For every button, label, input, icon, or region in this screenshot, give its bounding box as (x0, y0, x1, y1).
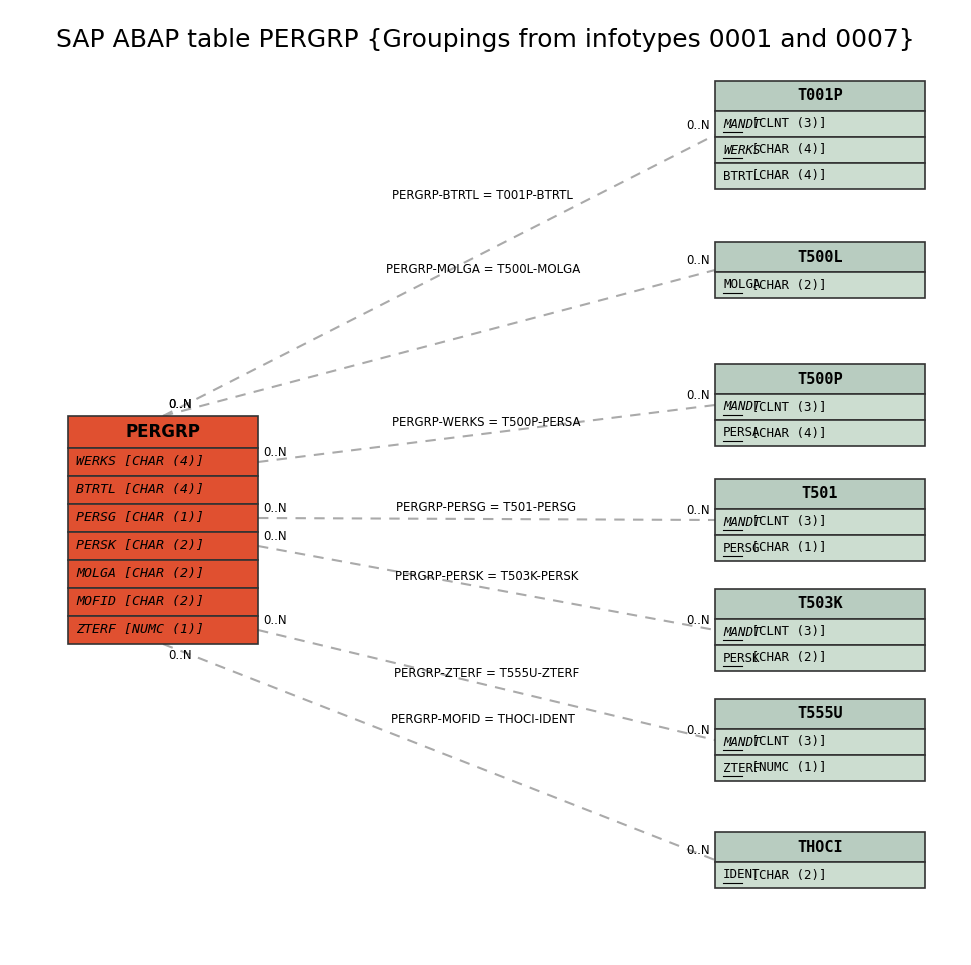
Bar (715, 645, 925, 671)
Bar (68, 476, 258, 504)
Text: 0..N: 0..N (686, 844, 710, 857)
Bar (68, 504, 258, 532)
Text: [CLNT (3)]: [CLNT (3)] (745, 515, 827, 529)
Text: MOLGA [CHAR (2)]: MOLGA [CHAR (2)] (76, 567, 204, 581)
Bar (715, 862, 925, 888)
Text: 0..N: 0..N (263, 614, 286, 627)
Bar (715, 364, 925, 394)
Text: 0..N: 0..N (686, 504, 710, 517)
Bar (68, 532, 258, 560)
Text: PERSG [CHAR (1)]: PERSG [CHAR (1)] (76, 511, 204, 525)
Text: PERGRP-PERSG = T501-PERSG: PERGRP-PERSG = T501-PERSG (396, 501, 577, 514)
Bar (715, 272, 925, 298)
Text: T500P: T500P (797, 372, 843, 387)
Text: BTRTL: BTRTL (723, 170, 760, 182)
Text: MOLGA: MOLGA (723, 279, 760, 291)
Text: PERGRP-MOLGA = T500L-MOLGA: PERGRP-MOLGA = T500L-MOLGA (385, 262, 580, 276)
Bar (68, 416, 258, 448)
Text: MOFID [CHAR (2)]: MOFID [CHAR (2)] (76, 595, 204, 609)
Bar (68, 616, 258, 644)
Text: THOCI: THOCI (797, 840, 843, 854)
Text: [NUMC (1)]: [NUMC (1)] (745, 761, 827, 775)
Bar (715, 81, 925, 111)
Text: PERGRP-BTRTL = T001P-BTRTL: PERGRP-BTRTL = T001P-BTRTL (392, 188, 573, 202)
Text: [CHAR (4)]: [CHAR (4)] (745, 170, 827, 182)
Bar (715, 755, 925, 781)
Text: [CLNT (3)]: [CLNT (3)] (745, 735, 827, 749)
Text: [CHAR (2)]: [CHAR (2)] (745, 279, 827, 291)
Bar (715, 242, 925, 272)
Text: T001P: T001P (797, 89, 843, 103)
Text: 0..N: 0..N (168, 398, 191, 411)
Bar (68, 448, 258, 476)
Bar (715, 509, 925, 535)
Text: PERSA: PERSA (723, 427, 760, 439)
Text: 0..N: 0..N (168, 649, 191, 662)
Text: MANDT: MANDT (723, 400, 760, 413)
Text: T500L: T500L (797, 250, 843, 264)
Text: PERGRP-PERSK = T503K-PERSK: PERGRP-PERSK = T503K-PERSK (395, 570, 578, 583)
Text: WERKS: WERKS (723, 144, 760, 156)
Text: MANDT: MANDT (723, 118, 760, 130)
Text: 0..N: 0..N (263, 446, 286, 459)
Bar (68, 560, 258, 588)
Text: 0..N: 0..N (686, 119, 710, 132)
Text: [CLNT (3)]: [CLNT (3)] (745, 118, 827, 130)
Bar (715, 479, 925, 509)
Bar (715, 137, 925, 163)
Text: 0..N: 0..N (686, 254, 710, 267)
Text: PERSK [CHAR (2)]: PERSK [CHAR (2)] (76, 539, 204, 553)
Bar (715, 163, 925, 189)
Bar (715, 420, 925, 446)
Text: [CLNT (3)]: [CLNT (3)] (745, 400, 827, 413)
Text: [CLNT (3)]: [CLNT (3)] (745, 625, 827, 639)
Text: PERGRP-ZTERF = T555U-ZTERF: PERGRP-ZTERF = T555U-ZTERF (394, 667, 579, 680)
Text: PERGRP: PERGRP (125, 423, 200, 441)
Text: MANDT: MANDT (723, 515, 760, 529)
Bar (715, 729, 925, 755)
Text: ZTERF [NUMC (1)]: ZTERF [NUMC (1)] (76, 623, 204, 637)
Bar (715, 619, 925, 645)
Text: 0..N: 0..N (686, 724, 710, 737)
Bar (715, 832, 925, 862)
Text: PERSK: PERSK (723, 651, 760, 665)
Text: T555U: T555U (797, 706, 843, 722)
Text: MANDT: MANDT (723, 735, 760, 749)
Text: 0..N: 0..N (263, 502, 286, 515)
Text: [CHAR (2)]: [CHAR (2)] (745, 868, 827, 881)
Text: T503K: T503K (797, 596, 843, 612)
Text: [CHAR (2)]: [CHAR (2)] (745, 651, 827, 665)
Text: MANDT: MANDT (723, 625, 760, 639)
Bar (715, 589, 925, 619)
Text: [CHAR (4)]: [CHAR (4)] (745, 144, 827, 156)
Bar (68, 588, 258, 616)
Bar (715, 535, 925, 561)
Bar (715, 699, 925, 729)
Text: 0..N: 0..N (686, 389, 710, 402)
Bar (715, 111, 925, 137)
Text: 0..N: 0..N (168, 398, 191, 411)
Bar (715, 394, 925, 420)
Text: WERKS [CHAR (4)]: WERKS [CHAR (4)] (76, 455, 204, 468)
Text: IDENT: IDENT (723, 868, 760, 881)
Text: ZTERF: ZTERF (723, 761, 760, 775)
Text: 0..N: 0..N (686, 614, 710, 627)
Text: PERSG: PERSG (723, 541, 760, 555)
Text: SAP ABAP table PERGRP {Groupings from infotypes 0001 and 0007}: SAP ABAP table PERGRP {Groupings from in… (56, 28, 915, 52)
Text: BTRTL [CHAR (4)]: BTRTL [CHAR (4)] (76, 483, 204, 497)
Text: PERGRP-WERKS = T500P-PERSA: PERGRP-WERKS = T500P-PERSA (392, 416, 581, 428)
Text: [CHAR (4)]: [CHAR (4)] (745, 427, 827, 439)
Text: 0..N: 0..N (263, 530, 286, 543)
Text: PERGRP-MOFID = THOCI-IDENT: PERGRP-MOFID = THOCI-IDENT (391, 713, 575, 726)
Text: [CHAR (1)]: [CHAR (1)] (745, 541, 827, 555)
Text: T501: T501 (802, 486, 838, 502)
